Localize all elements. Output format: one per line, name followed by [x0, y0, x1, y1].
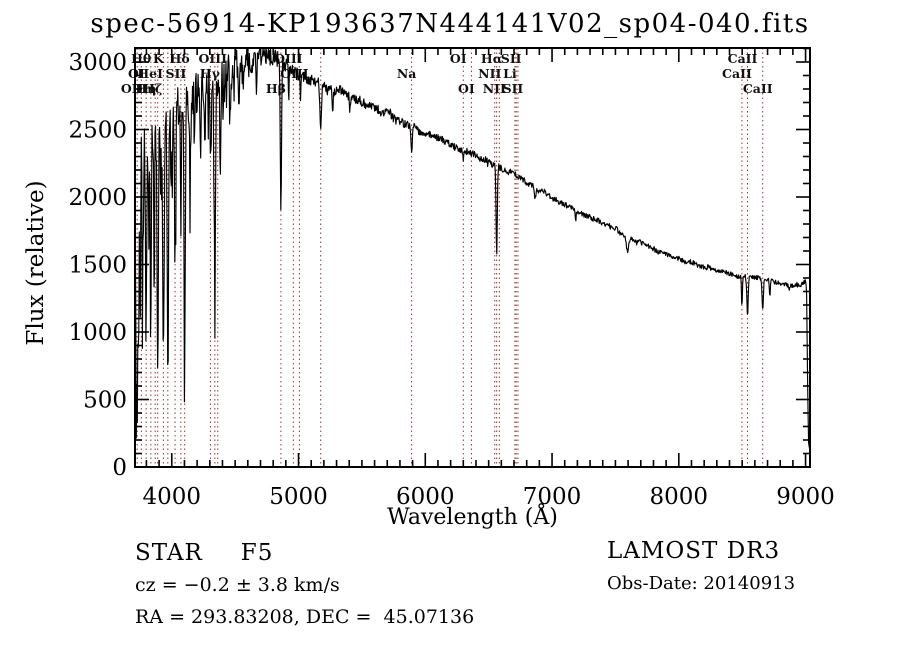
axis-ticks [135, 47, 810, 468]
spectral-line-label: Hβ [266, 81, 286, 96]
plot-title: spec-56914-KP193637N444141V02_sp04-040.f… [90, 9, 810, 39]
spectral-line-label: SII [166, 66, 187, 81]
spectral-line-label: Hα [481, 51, 503, 66]
y-tick-label: 0 [112, 455, 127, 481]
y-tick-label: 3000 [68, 50, 127, 76]
cz-line: cz = −0.2 ± 3.8 km/s [135, 574, 340, 596]
object-class-line: STAR F5 [135, 540, 273, 566]
y-axis-label: Flux (relative) [23, 180, 49, 346]
spectral-line-label: CaII [743, 81, 773, 96]
spectral-line-label: Hγ [200, 66, 221, 81]
plot-frame [134, 47, 811, 468]
spectral-line-label: OI [450, 51, 467, 66]
spectral-line-label: SII [501, 51, 522, 66]
x-tick-label: 5000 [269, 484, 328, 510]
spectral-line-label: Hζ [143, 81, 162, 96]
x-axis-label: Wavelength (Å) [387, 505, 558, 530]
obsdate-line: Obs-Date: 20140913 [607, 573, 796, 594]
spectral-line-label: OI [128, 66, 145, 81]
spectral-line-label: Li [503, 66, 517, 81]
spectral-line-label: OIII [274, 51, 303, 66]
axis-tick-labels: 4000 5000 6000 7000 8000 9000 0 500 1000 1500 2000… [68, 50, 834, 510]
radec-line: RA = 293.83208, DEC = 45.07136 [135, 606, 475, 628]
y-tick-label: 1000 [68, 320, 127, 346]
spectral-line-label: OII [121, 81, 144, 96]
x-tick-label: 9000 [776, 484, 835, 510]
spectral-line-label: CaII [722, 66, 752, 81]
spectral-line-label: Na [397, 66, 417, 81]
x-tick-label: 7000 [523, 484, 582, 510]
object-class: STAR [135, 540, 203, 566]
x-tick-label: 8000 [650, 484, 709, 510]
spectrum-line [135, 48, 810, 449]
spectral-line-label: HeI [137, 66, 163, 81]
spectral-line-label: SII [503, 81, 524, 96]
x-tick-label: 6000 [396, 484, 455, 510]
spectral-line-label: CaII [728, 51, 758, 66]
x-tick-label: 4000 [142, 484, 201, 510]
y-tick-label: 2000 [68, 185, 127, 211]
y-tick-label: 2500 [68, 118, 127, 144]
survey-label: LAMOST DR3 [607, 538, 781, 564]
y-tick-label: 1500 [68, 253, 127, 279]
spectral-line-label: Hη [135, 81, 156, 96]
spectral-line-label: NII [478, 66, 501, 81]
spectral-line-label: NII [483, 81, 506, 96]
spectral-line-label: OIII [199, 51, 228, 66]
object-subclass: F5 [240, 540, 274, 566]
spectral-line-label: OI [458, 81, 475, 96]
spectral-line-label: K [153, 51, 165, 66]
y-tick-label: 500 [83, 388, 127, 414]
spectral-line-label: Hδ [170, 51, 190, 66]
